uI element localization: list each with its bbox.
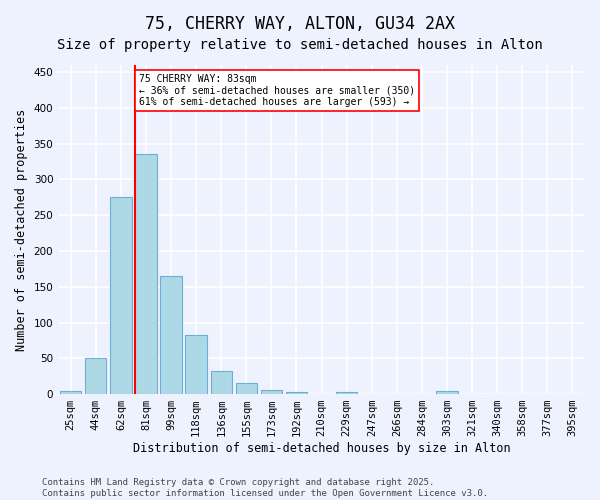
Bar	[110, 198, 131, 394]
Text: Size of property relative to semi-detached houses in Alton: Size of property relative to semi-detach…	[57, 38, 543, 52]
Text: Contains HM Land Registry data © Crown copyright and database right 2025.
Contai: Contains HM Land Registry data © Crown c…	[42, 478, 488, 498]
Text: 75, CHERRY WAY, ALTON, GU34 2AX: 75, CHERRY WAY, ALTON, GU34 2AX	[145, 15, 455, 33]
Bar	[336, 392, 358, 394]
Text: 75 CHERRY WAY: 83sqm
← 36% of semi-detached houses are smaller (350)
61% of semi: 75 CHERRY WAY: 83sqm ← 36% of semi-detac…	[139, 74, 415, 107]
Bar	[85, 358, 106, 394]
Bar	[286, 392, 307, 394]
Bar	[60, 390, 82, 394]
Bar	[160, 276, 182, 394]
Bar	[211, 371, 232, 394]
Bar	[261, 390, 282, 394]
Bar	[136, 154, 157, 394]
Bar	[436, 391, 458, 394]
X-axis label: Distribution of semi-detached houses by size in Alton: Distribution of semi-detached houses by …	[133, 442, 511, 455]
Y-axis label: Number of semi-detached properties: Number of semi-detached properties	[15, 108, 28, 350]
Bar	[185, 336, 207, 394]
Bar	[236, 384, 257, 394]
